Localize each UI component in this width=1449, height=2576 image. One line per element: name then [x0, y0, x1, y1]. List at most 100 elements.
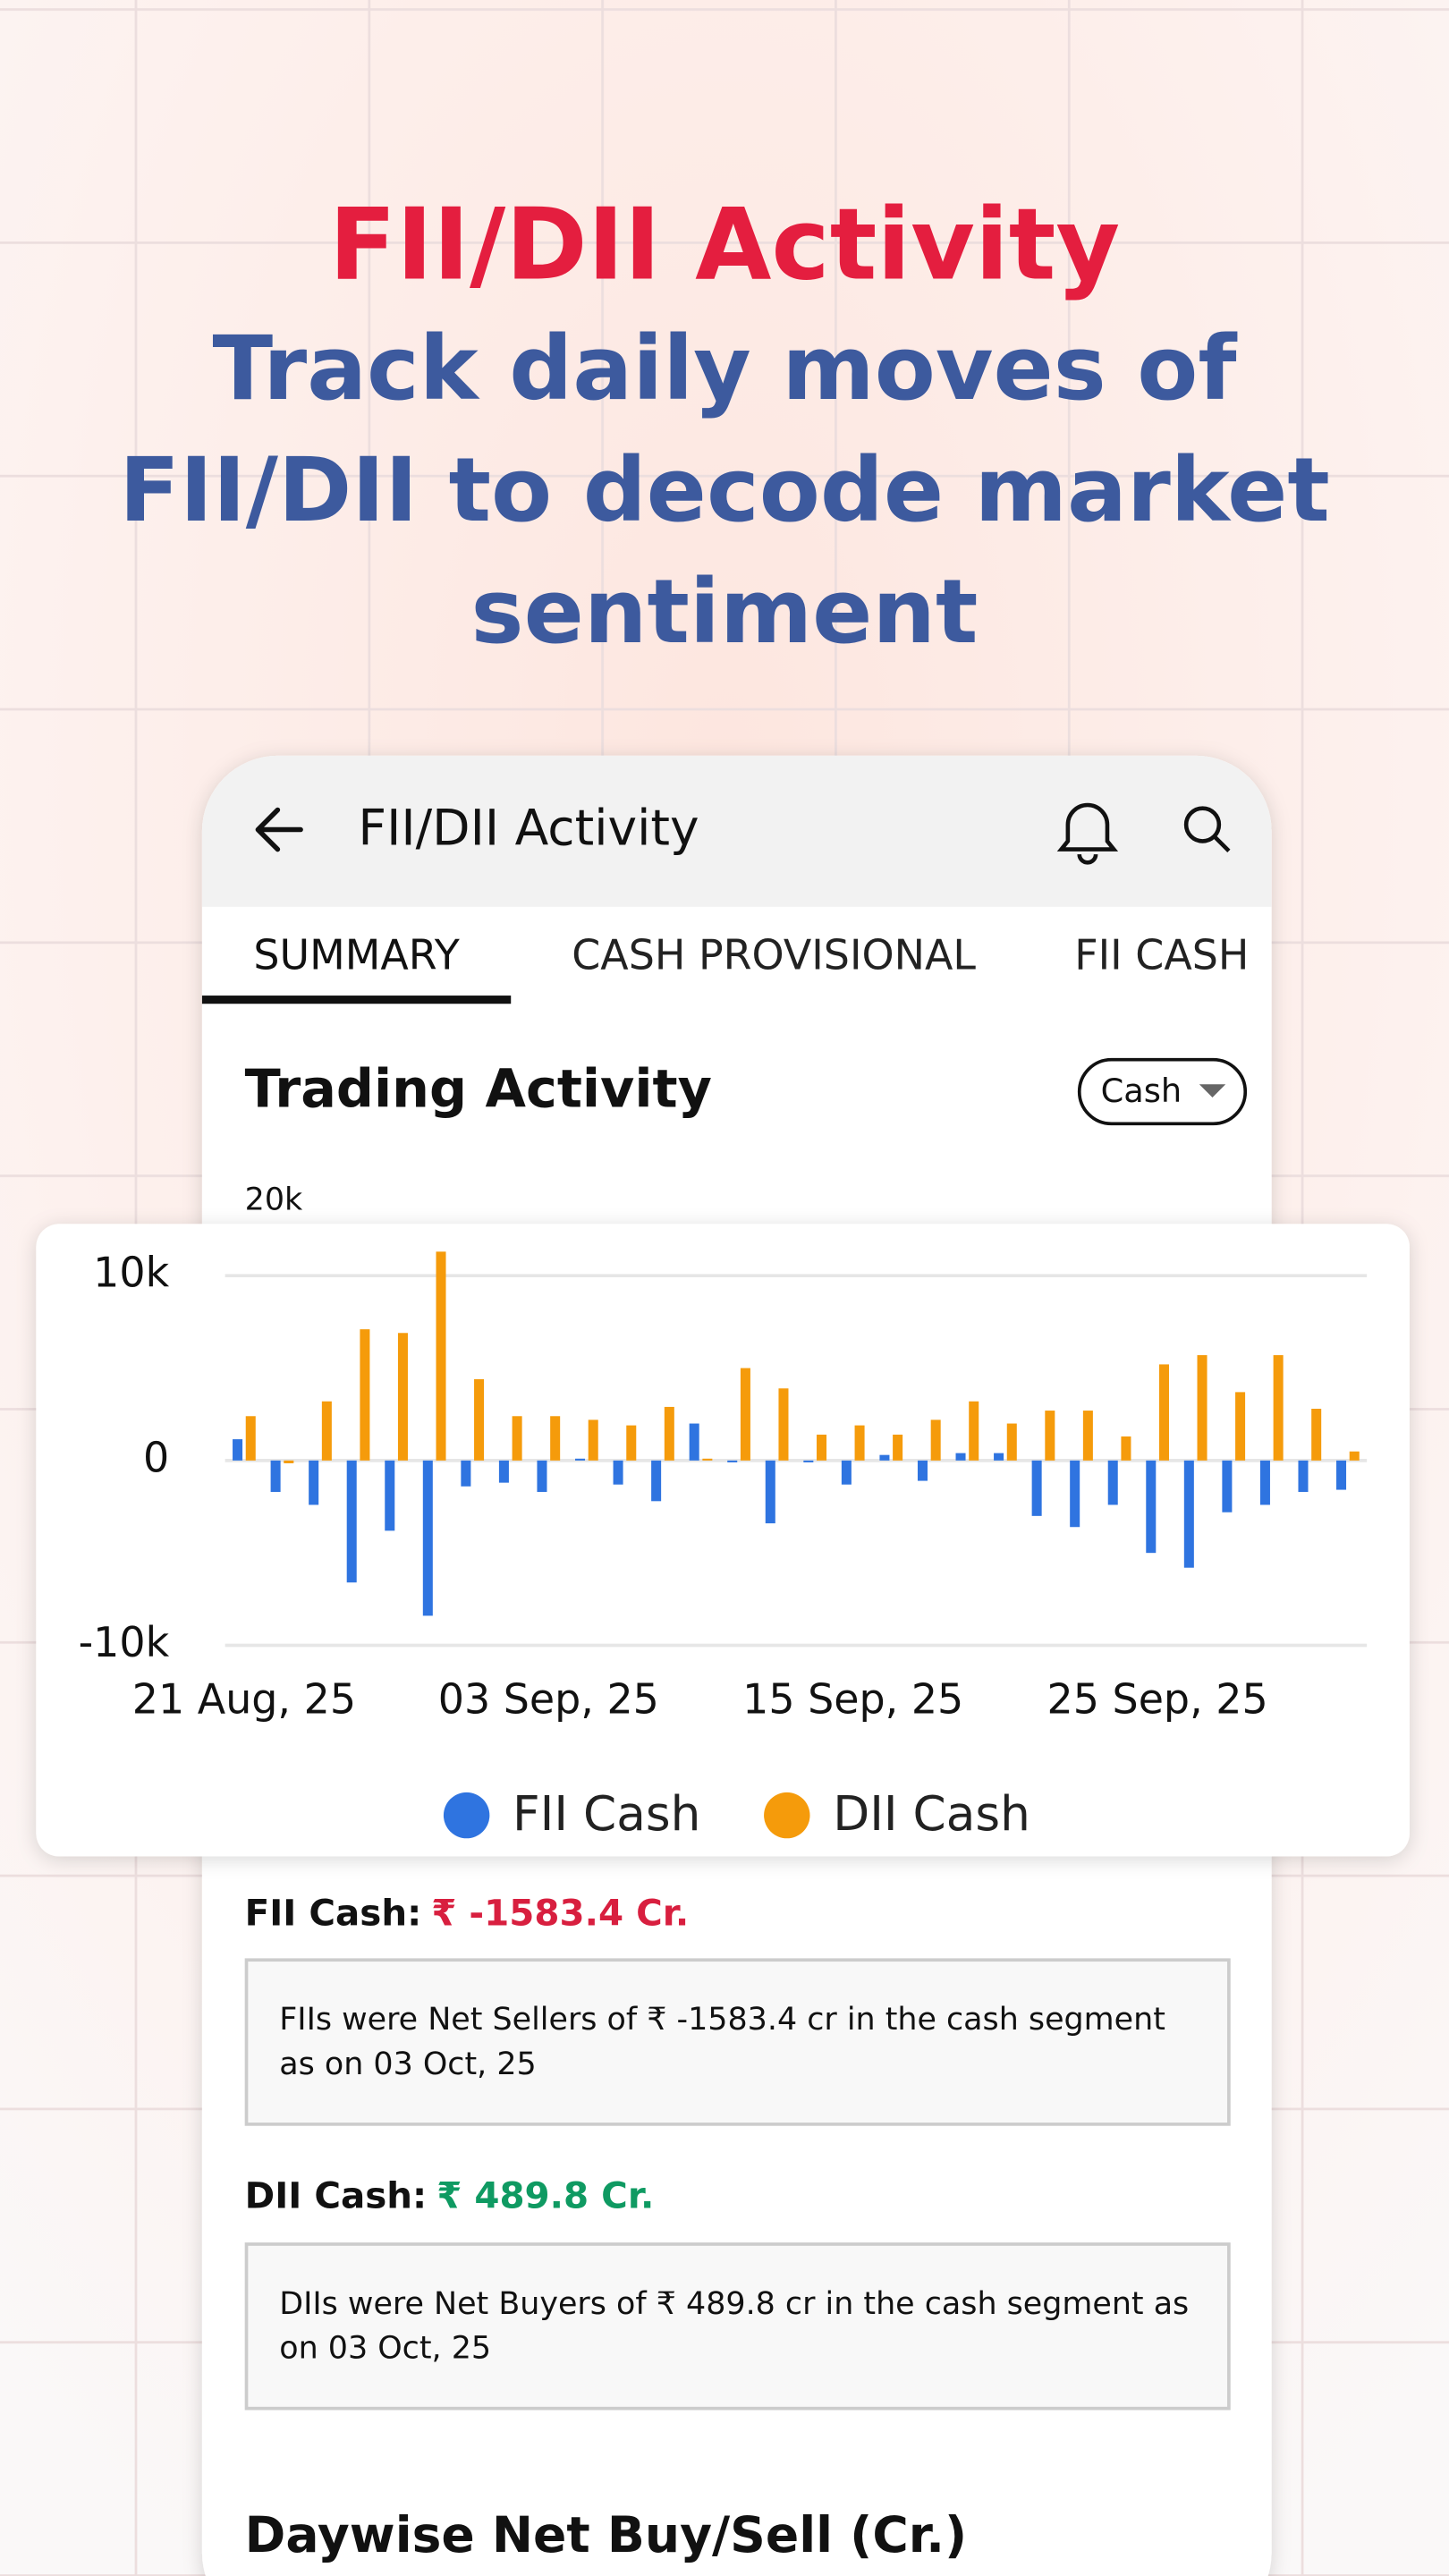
y-tick-label: 0 [143, 1433, 169, 1481]
legend-label: DII Cash [833, 1786, 1030, 1842]
bar [702, 1458, 713, 1461]
bar [765, 1460, 775, 1524]
bar [1349, 1451, 1360, 1461]
bar [1146, 1460, 1157, 1554]
promo-subtitle: Track daily moves of [212, 318, 1238, 420]
hidden-axis-label: 20k [245, 1182, 303, 1218]
bar [651, 1460, 662, 1502]
bar [346, 1460, 357, 1583]
promo-title: FII/DII Activity [329, 187, 1120, 301]
legend-marker [443, 1792, 490, 1839]
bar [1336, 1460, 1347, 1490]
bar [588, 1419, 598, 1461]
app-title: FII/DII Activity [358, 800, 699, 857]
dropdown-caret [1199, 1084, 1226, 1097]
bar [893, 1434, 903, 1461]
bar [1298, 1460, 1309, 1492]
bar [778, 1388, 789, 1461]
legend-marker [764, 1792, 810, 1839]
bar [613, 1460, 623, 1485]
bar [854, 1425, 865, 1461]
bar [803, 1460, 814, 1462]
daywise-title: Daywise Net Buy/Sell (Cr.) [245, 2506, 968, 2563]
bar [817, 1434, 827, 1461]
bar [1197, 1355, 1208, 1461]
bar [1031, 1460, 1042, 1516]
bar [385, 1460, 395, 1531]
bar [955, 1453, 966, 1461]
bar [1121, 1436, 1131, 1461]
bar [270, 1460, 281, 1492]
bar [284, 1460, 294, 1463]
bar [994, 1453, 1004, 1461]
dii-note-box [244, 2242, 1231, 2411]
bar [233, 1439, 243, 1461]
bar [1006, 1423, 1017, 1461]
x-tick-label: 25 Sep, 25 [1047, 1674, 1268, 1723]
bar [879, 1454, 890, 1461]
bar [626, 1425, 637, 1461]
y-tick-label: 10k [93, 1249, 169, 1297]
bar [1158, 1364, 1169, 1461]
fii-label: FII Cash: [245, 1892, 422, 1935]
bar [321, 1401, 332, 1461]
bar [397, 1333, 408, 1461]
bar [474, 1378, 485, 1461]
bar [245, 1416, 256, 1461]
bar [512, 1416, 522, 1461]
tab[interactable]: FII CASH [1074, 930, 1249, 979]
dii-value: ₹ 489.8 Cr. [436, 2174, 654, 2217]
fii-summary: FII Cash: ₹ -1583.4 Cr. [245, 1892, 690, 1935]
chart: -10k 0 10k 21 Aug, 25 03 Sep, 25 15 Sep, 25 25… [79, 1249, 1368, 1842]
chart-card [36, 1224, 1410, 1857]
fii-value: ₹ -1583.4 Cr. [431, 1892, 689, 1935]
tab[interactable]: CASH PROVISIONAL [572, 930, 976, 979]
dropdown-label: Cash [1101, 1072, 1182, 1110]
x-tick-label: 15 Sep, 25 [742, 1674, 963, 1723]
bar [727, 1460, 738, 1462]
bar [1045, 1411, 1055, 1461]
fii-note: FIIs were Net Sellers of ₹ -1583.4 cr in… [279, 2002, 1165, 2038]
app-bar [201, 755, 1272, 907]
back-button[interactable] [255, 807, 303, 852]
x-tick-label: 03 Sep, 25 [438, 1674, 659, 1723]
bar [360, 1329, 370, 1461]
promo-subtitle: sentiment [471, 561, 979, 664]
section-title: Trading Activity [245, 1058, 712, 1120]
dii-note: DIIs were Net Buyers of ₹ 489.8 cr in th… [279, 2286, 1189, 2322]
search-button[interactable] [1183, 806, 1231, 853]
y-tick-label: -10k [79, 1618, 170, 1666]
bar [575, 1458, 586, 1461]
bar [461, 1460, 471, 1487]
bar [1235, 1392, 1246, 1461]
notification-button[interactable] [1056, 802, 1119, 865]
bar [1311, 1409, 1322, 1461]
bar [841, 1460, 852, 1485]
tab[interactable]: SUMMARY [253, 930, 460, 979]
fii-note: as on 03 Oct, 25 [279, 2046, 536, 2082]
fii-note-box [244, 1958, 1231, 2126]
bar [1259, 1460, 1270, 1505]
bar [917, 1460, 928, 1481]
bar [689, 1423, 699, 1461]
promo-subtitle: FII/DII to decode market [119, 439, 1330, 542]
bar [537, 1460, 547, 1492]
tab-indicator [201, 996, 512, 1004]
bar [436, 1251, 446, 1461]
bar [422, 1460, 433, 1616]
dropdown[interactable] [1077, 1057, 1248, 1126]
bar [930, 1419, 941, 1461]
bar [1222, 1460, 1233, 1513]
dii-summary: DII Cash: ₹ 489.8 Cr. [245, 2174, 655, 2217]
legend-label: FII Cash [513, 1786, 700, 1842]
bar [550, 1416, 561, 1461]
bar [664, 1406, 674, 1461]
bar [498, 1460, 509, 1483]
bar [1082, 1411, 1093, 1461]
bar [1107, 1460, 1118, 1505]
dii-label: DII Cash: [245, 2174, 428, 2217]
bar [1070, 1460, 1080, 1528]
bar [740, 1368, 750, 1461]
bar [1273, 1355, 1284, 1461]
